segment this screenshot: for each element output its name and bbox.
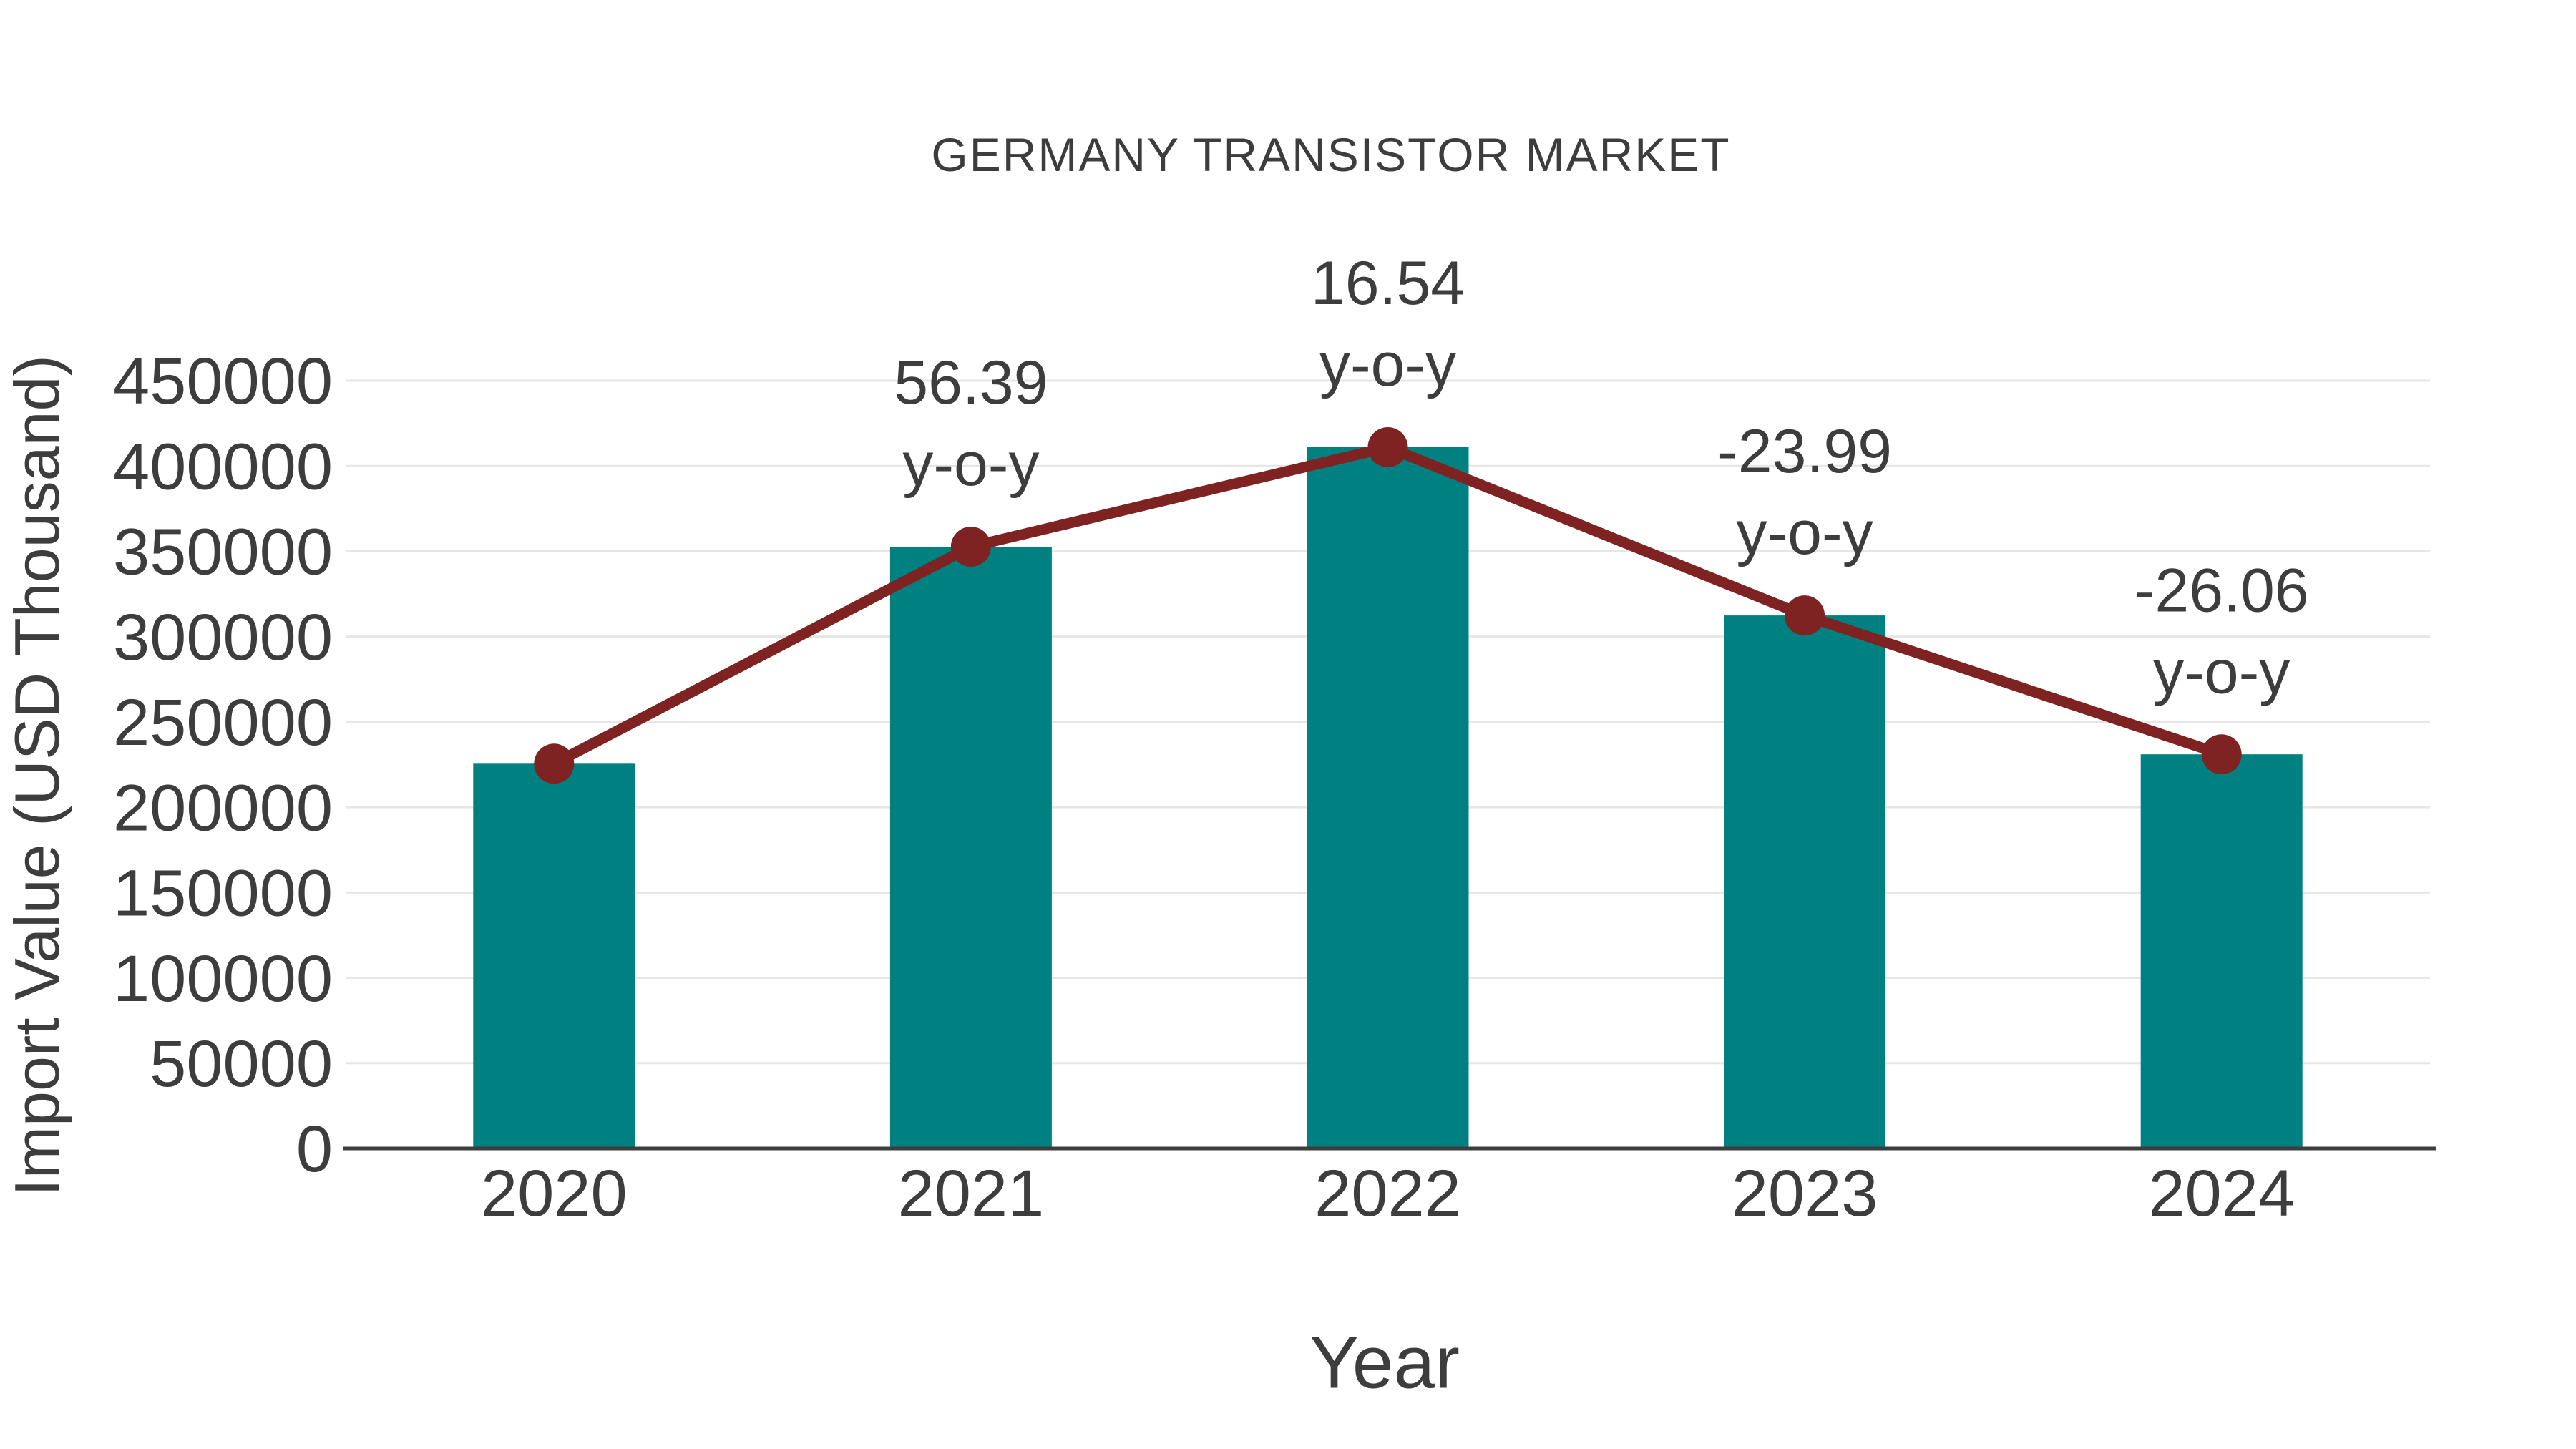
annotation-suffix-2022: y-o-y <box>1319 331 1456 399</box>
y-tick-label: 250000 <box>113 686 333 759</box>
trend-marker-2021 <box>950 527 991 567</box>
annotation-value-2024: -26.06 <box>2135 556 2309 625</box>
x-tick-label-2021: 2021 <box>898 1157 1045 1230</box>
y-tick-label: 50000 <box>150 1028 333 1101</box>
chart-title: GERMANY TRANSISTOR MARKET <box>931 128 1731 181</box>
annotation-suffix-2021: y-o-y <box>902 430 1039 499</box>
x-tick-label-2024: 2024 <box>2148 1157 2295 1230</box>
bar-2023 <box>1724 615 1886 1148</box>
annotation-value-2022: 16.54 <box>1311 249 1465 318</box>
y-tick-label: 100000 <box>113 942 333 1015</box>
x-tick-label-2023: 2023 <box>1732 1157 1878 1230</box>
trend-marker-2024 <box>2201 734 2242 775</box>
annotation-suffix-2024: y-o-y <box>2153 638 2290 706</box>
y-tick-label: 150000 <box>113 857 333 930</box>
y-tick-label: 400000 <box>113 430 333 503</box>
y-tick-label: 0 <box>296 1113 333 1186</box>
trend-marker-2020 <box>534 743 575 784</box>
annotation-suffix-2023: y-o-y <box>1737 499 1873 567</box>
bar-2021 <box>889 547 1052 1148</box>
x-tick-label-2022: 2022 <box>1314 1157 1461 1230</box>
annotation-value-2021: 56.39 <box>894 348 1048 417</box>
y-tick-label: 450000 <box>113 345 333 418</box>
annotation-value-2023: -23.99 <box>1717 417 1892 486</box>
y-tick-label: 350000 <box>113 516 333 589</box>
trend-marker-2022 <box>1367 426 1408 467</box>
bar-2020 <box>473 763 635 1148</box>
trend-marker-2023 <box>1785 595 1825 636</box>
bar-2024 <box>2140 754 2303 1148</box>
y-tick-label: 300000 <box>113 601 333 674</box>
y-tick-label: 200000 <box>113 771 333 844</box>
x-tick-label-2020: 2020 <box>481 1157 628 1230</box>
bar-2022 <box>1307 447 1469 1148</box>
x-axis-title: Year <box>1309 1321 1460 1405</box>
